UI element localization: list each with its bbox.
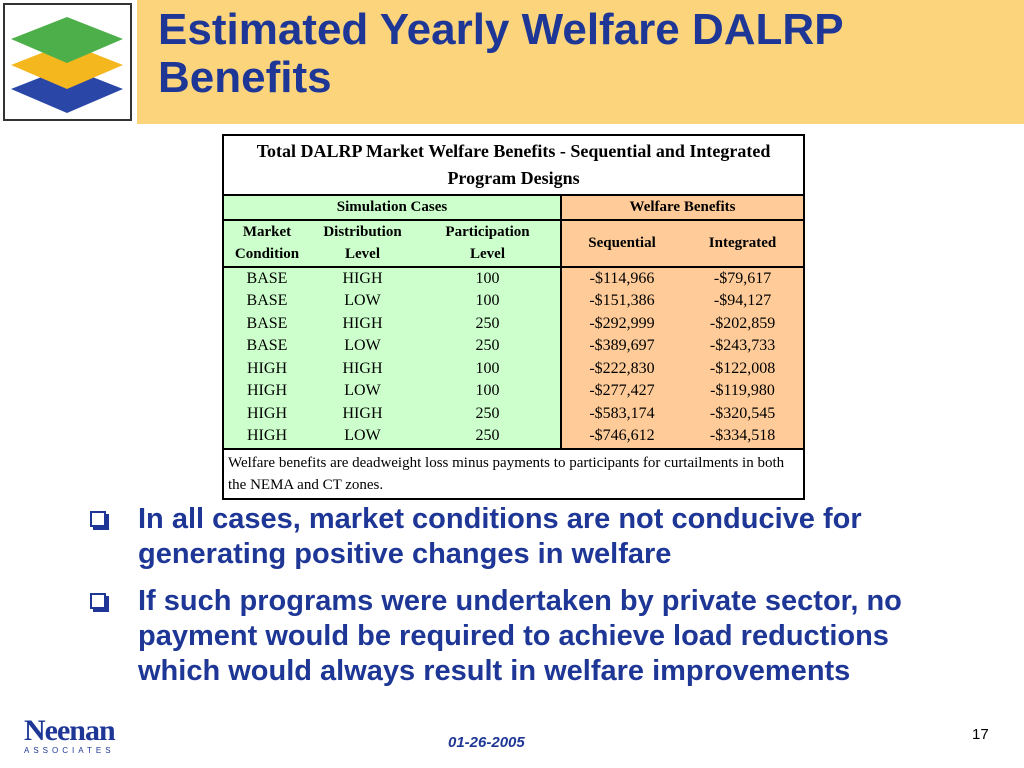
bullet-item: If such programs were undertaken by priv…	[90, 584, 950, 689]
cell-sequential: -$583,174	[561, 402, 682, 425]
cell-participation-level: 100	[415, 290, 562, 313]
bullet-item: In all cases, market conditions are not …	[90, 502, 950, 572]
cell-sequential: -$222,830	[561, 357, 682, 380]
cell-integrated: -$320,545	[682, 402, 806, 425]
cell-market-condition: HIGH	[222, 425, 310, 450]
cell-distribution-level: HIGH	[310, 402, 415, 425]
cell-participation-level: 250	[415, 402, 562, 425]
cell-integrated: -$334,518	[682, 425, 806, 450]
page-title-line-2: Benefits	[158, 53, 332, 102]
cell-market-condition: HIGH	[222, 380, 310, 403]
cell-distribution-level: LOW	[310, 335, 415, 358]
col-market-header: Market	[222, 219, 310, 243]
footer-date: 01-26-2005	[448, 734, 525, 751]
col-market-header-2: Condition	[222, 243, 310, 268]
cell-sequential: -$277,427	[561, 380, 682, 403]
cell-participation-level: 250	[415, 312, 562, 335]
cell-participation-level: 100	[415, 380, 562, 403]
cell-integrated: -$122,008	[682, 357, 806, 380]
cell-sequential: -$292,999	[561, 312, 682, 335]
cell-integrated: -$202,859	[682, 312, 806, 335]
col-integrated-header: Integrated	[682, 219, 806, 268]
table-row: HIGH HIGH 250 -$583,174 -$320,545	[222, 402, 806, 425]
stacked-layers-logo-icon	[11, 17, 123, 113]
cell-integrated: -$119,980	[682, 380, 806, 403]
neenan-logo-subtitle: ASSOCIATES	[24, 746, 115, 755]
welfare-table: Total DALRP Market Welfare Benefits - Se…	[221, 134, 806, 500]
table-row: BASE HIGH 250 -$292,999 -$202,859	[222, 312, 806, 335]
col-participation-header-2: Level	[415, 243, 562, 268]
checkbox-bullet-icon	[90, 593, 106, 609]
bullet-text: If such programs were undertaken by priv…	[138, 585, 902, 687]
neenan-logo: Neenan	[24, 714, 116, 747]
checkbox-bullet-icon	[90, 511, 106, 527]
cell-participation-level: 250	[415, 425, 562, 450]
col-sequential-header: Sequential	[561, 219, 682, 268]
table-row: BASE HIGH 100 -$114,966 -$79,617	[222, 266, 806, 290]
table-note: Welfare benefits are deadweight loss min…	[221, 447, 806, 500]
cell-market-condition: BASE	[222, 266, 310, 290]
col-participation-header: Participation	[415, 219, 562, 243]
cell-market-condition: BASE	[222, 290, 310, 313]
cell-market-condition: HIGH	[222, 402, 310, 425]
table-row: BASE LOW 250 -$389,697 -$243,733	[222, 335, 806, 358]
page-title: Estimated Yearly Welfare DALRP Benefits	[158, 6, 844, 102]
cell-integrated: -$79,617	[682, 266, 806, 290]
title-band	[137, 0, 1024, 124]
cell-integrated: -$243,733	[682, 335, 806, 358]
table-row: HIGH LOW 250 -$746,612 -$334,518	[222, 425, 806, 450]
section-simulation-cases: Simulation Cases	[222, 194, 562, 221]
table-row: HIGH HIGH 100 -$222,830 -$122,008	[222, 357, 806, 380]
cell-participation-level: 100	[415, 266, 562, 290]
cell-distribution-level: LOW	[310, 380, 415, 403]
table-caption: Total DALRP Market Welfare Benefits - Se…	[221, 134, 806, 196]
bullet-text: In all cases, market conditions are not …	[138, 503, 862, 570]
cell-participation-level: 100	[415, 357, 562, 380]
cell-sequential: -$746,612	[561, 425, 682, 450]
cell-distribution-level: HIGH	[310, 357, 415, 380]
section-welfare-benefits: Welfare Benefits	[559, 194, 806, 221]
cell-integrated: -$94,127	[682, 290, 806, 313]
cell-distribution-level: LOW	[310, 290, 415, 313]
cell-market-condition: BASE	[222, 312, 310, 335]
table-row: HIGH LOW 100 -$277,427 -$119,980	[222, 380, 806, 403]
cell-sequential: -$151,386	[561, 290, 682, 313]
cell-distribution-level: HIGH	[310, 312, 415, 335]
cell-market-condition: BASE	[222, 335, 310, 358]
cell-sequential: -$389,697	[561, 335, 682, 358]
col-distribution-header-2: Level	[310, 243, 415, 268]
cell-distribution-level: LOW	[310, 425, 415, 450]
table-row: BASE LOW 100 -$151,386 -$94,127	[222, 290, 806, 313]
cell-distribution-level: HIGH	[310, 266, 415, 290]
cell-market-condition: HIGH	[222, 357, 310, 380]
col-distribution-header: Distribution	[310, 219, 415, 243]
logo-box	[3, 3, 132, 121]
bullet-list: In all cases, market conditions are not …	[90, 502, 950, 701]
cell-participation-level: 250	[415, 335, 562, 358]
page-title-line-1: Estimated Yearly Welfare DALRP	[158, 5, 844, 54]
cell-sequential: -$114,966	[561, 266, 682, 290]
page-number: 17	[972, 726, 989, 743]
